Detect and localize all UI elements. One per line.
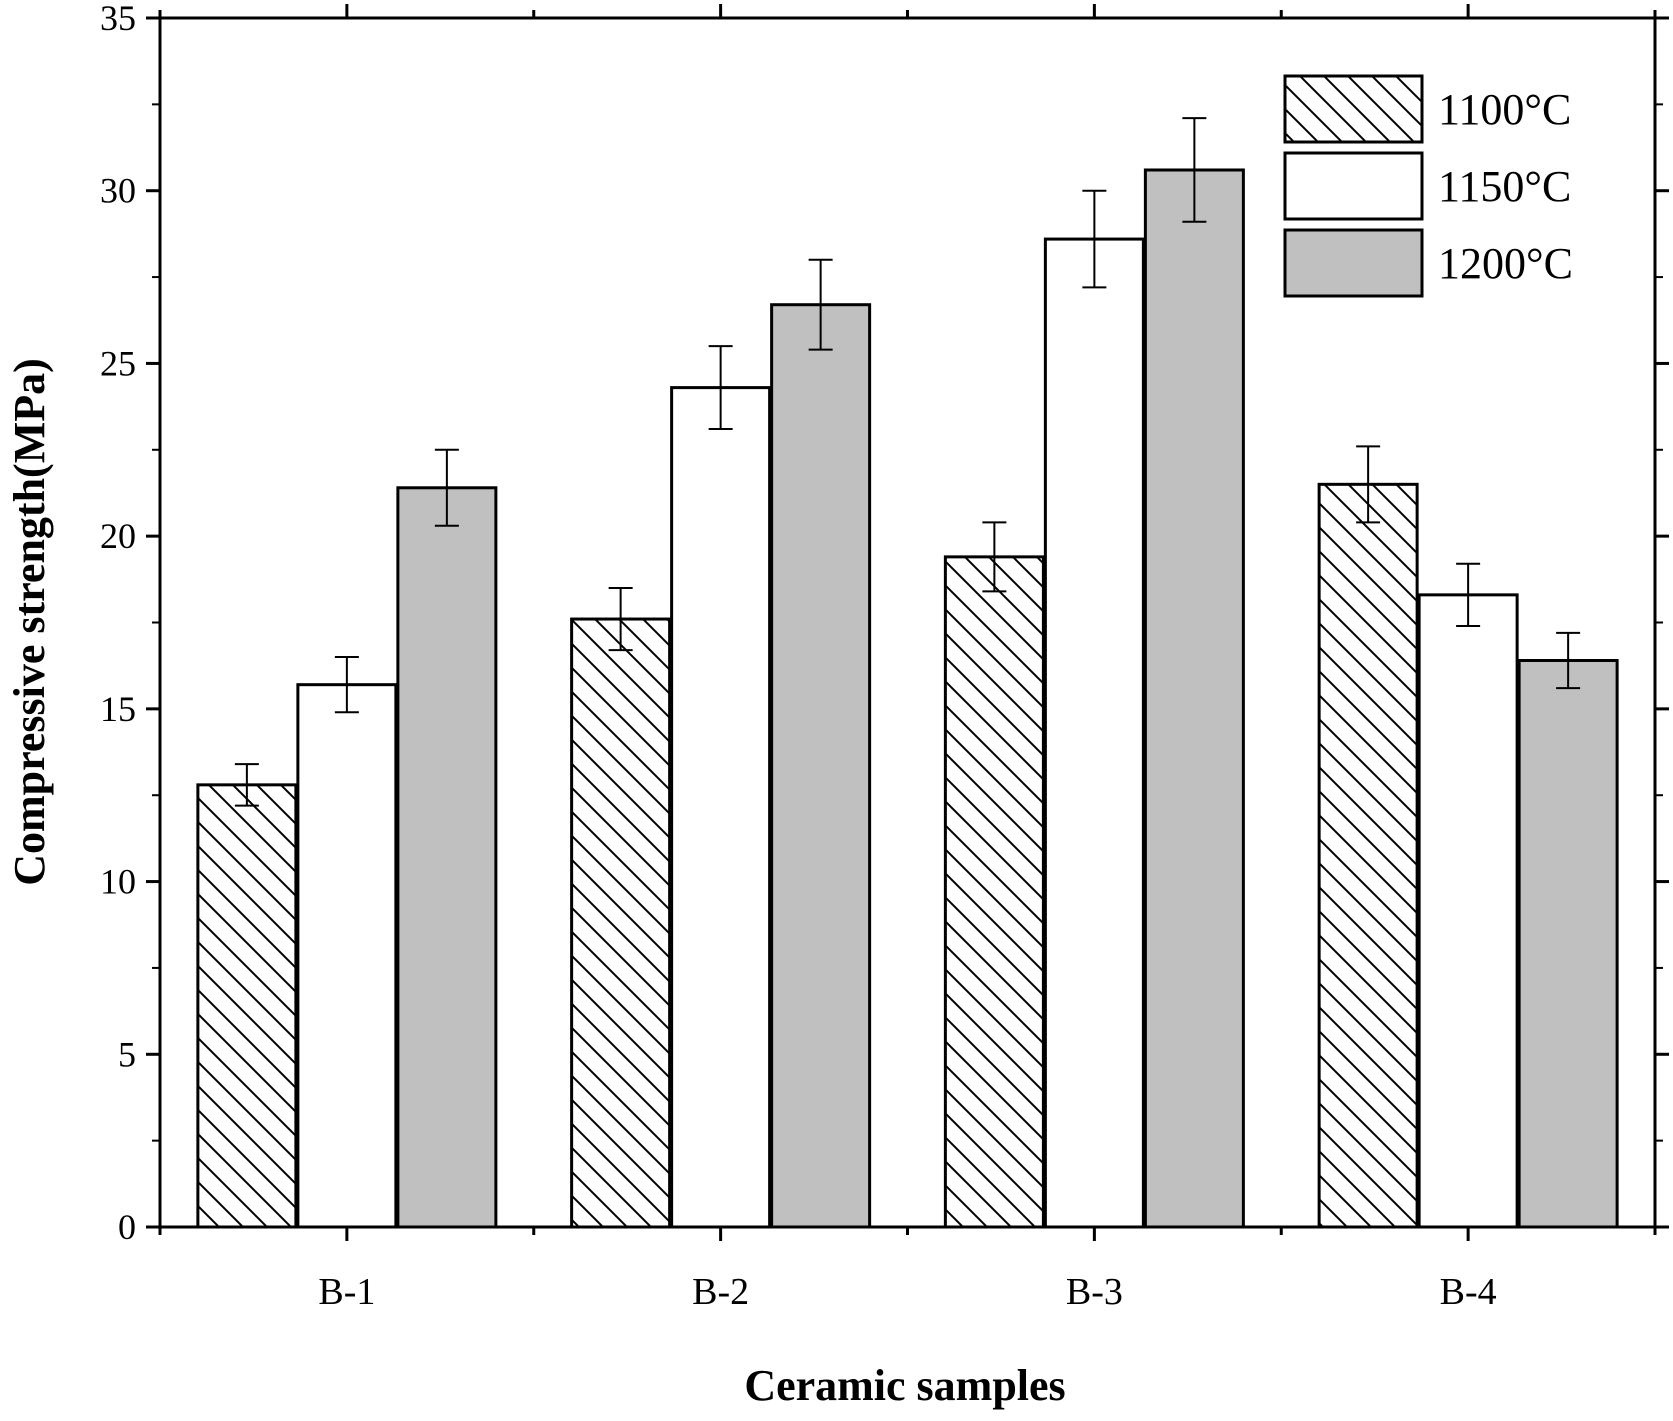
y-tick-label-10: 10 <box>100 862 136 902</box>
y-tick-label-0: 0 <box>118 1207 136 1247</box>
legend: 1100°C 1150°C 1200°C <box>1283 74 1573 298</box>
y-tick-label-15: 15 <box>100 689 136 729</box>
legend-label-1200°C: 1200°C <box>1438 239 1573 288</box>
y-tick-label-20: 20 <box>100 516 136 556</box>
bar-B-3-1200°C <box>1143 168 1245 1229</box>
bars-layer <box>196 168 1619 1229</box>
axes-layer: 0 5 10 15 20 25 30 35 B-1 B-2 B-3 B-4 <box>100 0 1669 1313</box>
legend-swatch-1200°C <box>1283 228 1424 298</box>
error-bars-layer <box>234 117 1581 807</box>
y-tick-label-35: 35 <box>100 0 136 38</box>
legend-swatch-1150°C <box>1283 151 1424 221</box>
legend-label-1100°C: 1100°C <box>1438 85 1571 134</box>
legend-swatch-1100°C <box>1283 74 1424 144</box>
x-tick-label-B-4: B-4 <box>1440 1271 1497 1313</box>
bar-B-3-1100°C <box>943 555 1045 1229</box>
bar-B-2-1150°C <box>670 386 772 1229</box>
bar-B-2-1100°C <box>570 617 672 1229</box>
bar-B-4-1200°C <box>1517 658 1619 1229</box>
y-tick-label-30: 30 <box>100 171 136 211</box>
x-tick-label-B-2: B-2 <box>692 1271 749 1313</box>
y-tick-label-25: 25 <box>100 343 136 383</box>
bar-B-1-1150°C <box>296 683 398 1229</box>
x-axis-title: Ceramic samples <box>744 1361 1065 1410</box>
x-tick-label-B-3: B-3 <box>1066 1271 1123 1313</box>
bar-B-4-1100°C <box>1317 482 1419 1229</box>
bar-B-4-1150°C <box>1417 593 1519 1229</box>
bar-B-1-1200°C <box>396 486 498 1229</box>
bar-B-1-1100°C <box>196 783 298 1229</box>
x-tick-label-B-1: B-1 <box>318 1271 375 1313</box>
y-tick-label-5: 5 <box>118 1034 136 1074</box>
legend-label-1150°C: 1150°C <box>1438 162 1571 211</box>
bar-B-2-1200°C <box>770 303 872 1229</box>
bar-B-3-1150°C <box>1043 237 1145 1229</box>
y-axis-title: Compressive strength(MPa) <box>5 358 54 886</box>
